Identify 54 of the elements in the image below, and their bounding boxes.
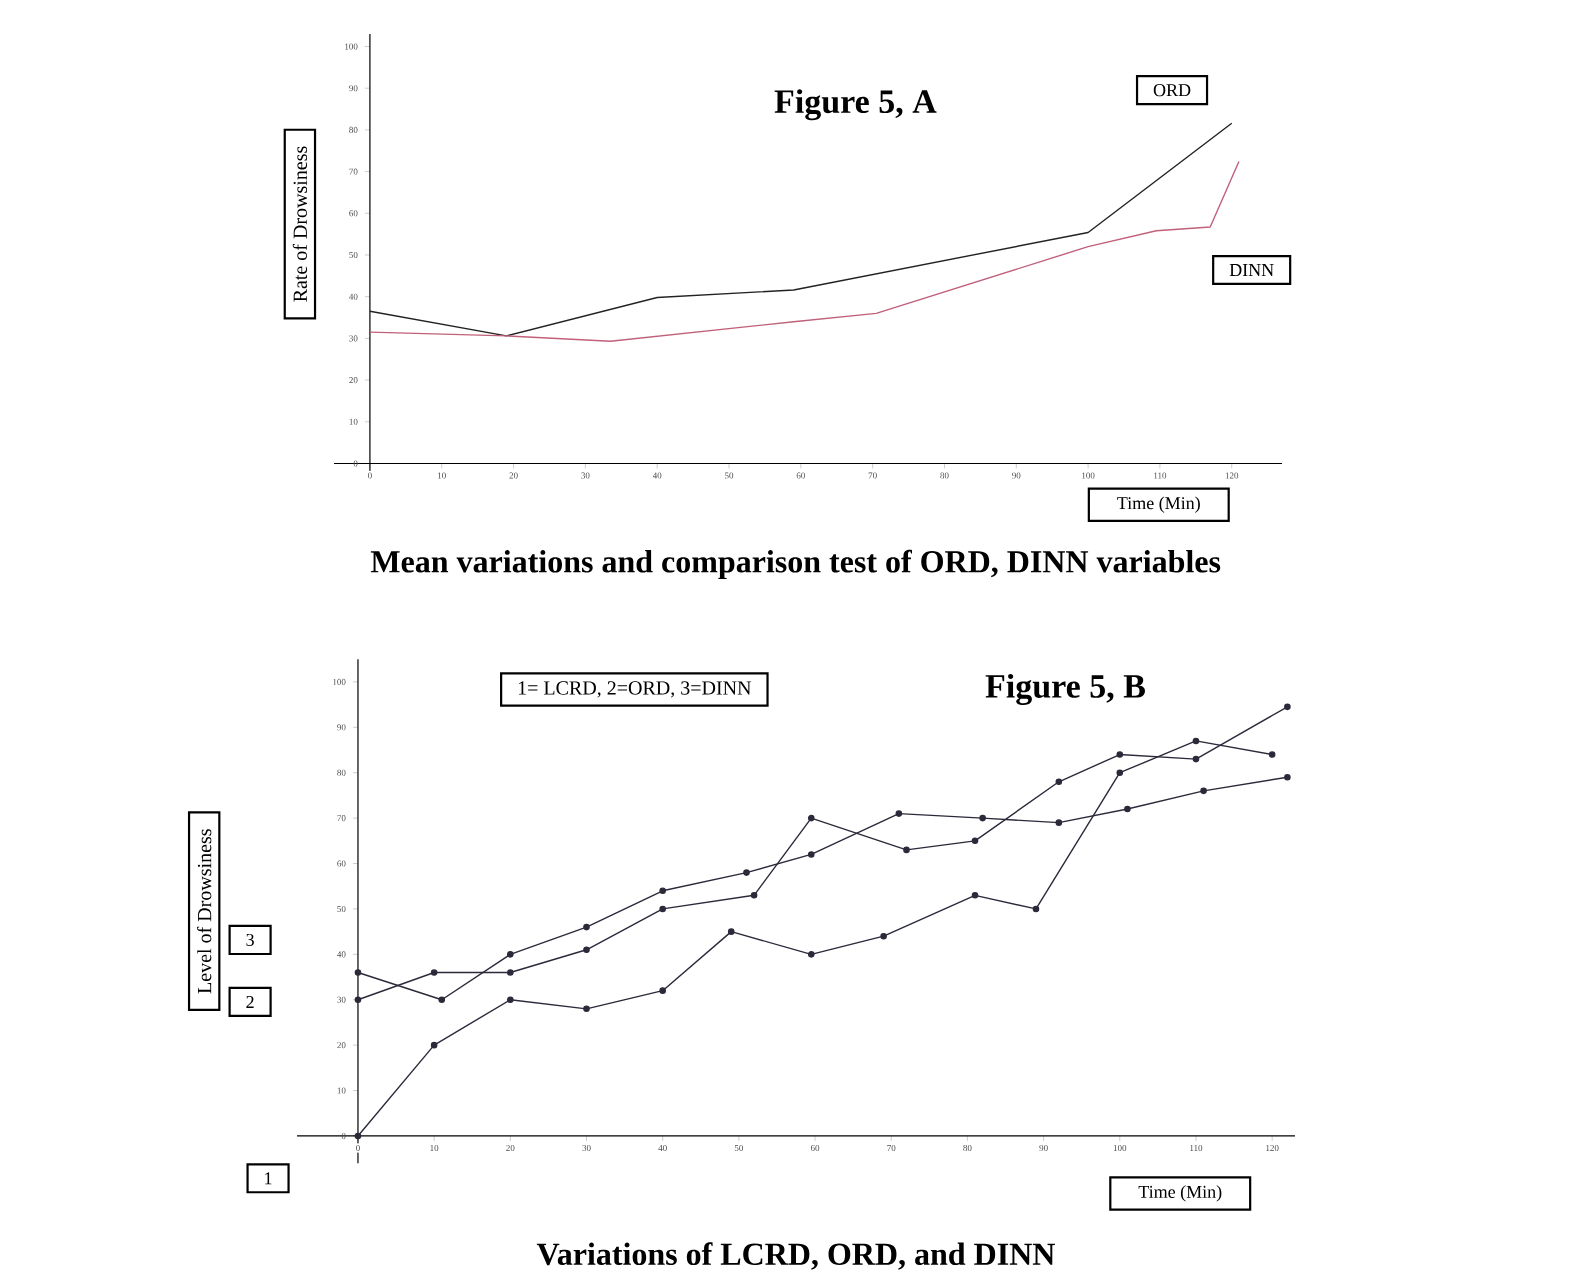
text: DINN [1229,264,1274,276]
point [438,996,446,1004]
point [1055,819,1063,826]
point [1192,737,1200,745]
point [1284,703,1291,711]
point [507,996,514,1004]
point [430,1041,438,1049]
point [1268,751,1276,758]
annotation: 1= LCRD, 2=ORD, 3=DINN [518,681,752,698]
point [880,932,887,940]
point [507,951,514,958]
point [1116,769,1124,777]
point [1032,905,1040,913]
line-series [369,122,1233,337]
y-axis-title: Level of Drowsiness [197,829,212,994]
point [1192,755,1200,763]
point [979,814,986,822]
point [659,987,666,994]
point [659,905,666,913]
point [507,969,514,976]
y-axis-title: Rate of Drowsiness [292,146,308,302]
point [895,810,903,817]
point [1055,778,1063,786]
text: 1 [265,1172,272,1185]
text: Variations of LCRD, ORD, and DINN [536,1242,1055,1270]
chart-title: Figure 5, B [985,673,1145,705]
point [743,869,750,876]
point [807,951,815,958]
point [583,946,590,954]
point [807,814,815,822]
point [1124,805,1131,813]
point [583,923,590,931]
point [1116,751,1124,758]
text: 2 [246,995,254,1008]
point [727,928,735,935]
point [583,1005,590,1013]
x-axis-title: Time (Min) [1138,1185,1222,1202]
point [971,892,979,899]
point [1284,773,1291,781]
point [971,837,979,845]
point [750,892,758,899]
point [354,996,362,1004]
text: Figure 5, A [774,89,937,121]
point [354,969,362,976]
text: 3 [246,933,254,946]
text: ORD [1153,84,1191,97]
text: Mean variations and comparison test of ORD, DINN variables [370,549,1221,580]
point [1200,787,1207,795]
point [903,846,910,854]
point [354,1132,362,1140]
point [430,969,438,976]
point [807,851,815,858]
x-axis-title: Time (Min) [1117,496,1200,513]
point [659,887,666,895]
